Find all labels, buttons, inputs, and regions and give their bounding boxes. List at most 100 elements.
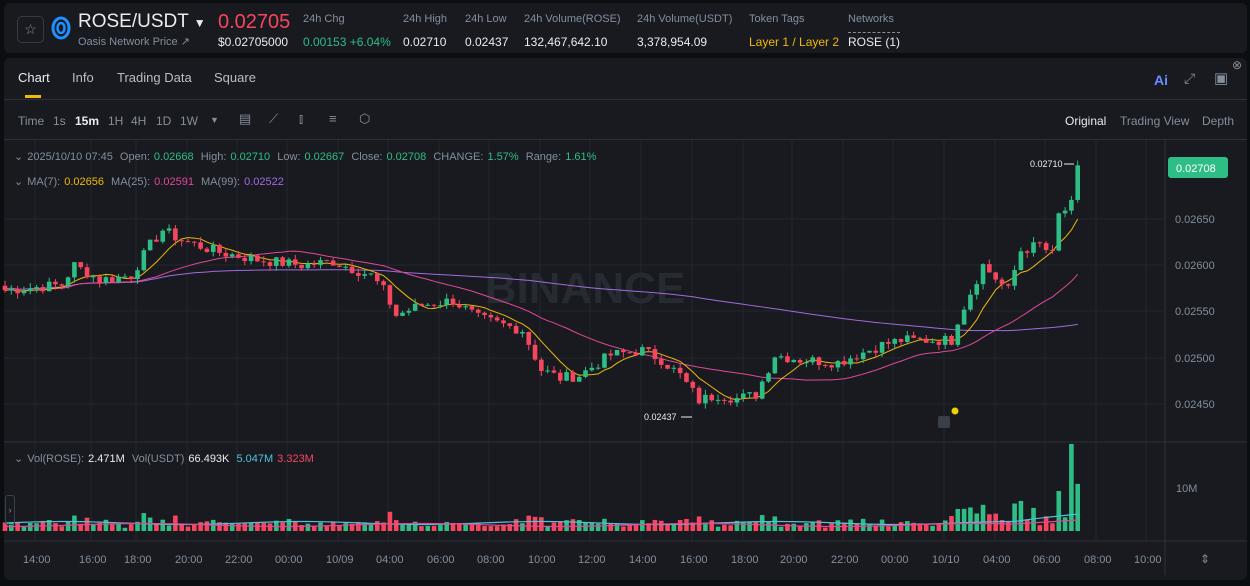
- more-intervals-caret-icon[interactable]: ▼: [210, 115, 219, 125]
- candle-body: [40, 287, 46, 292]
- candle-body: [936, 341, 942, 345]
- layout-grid-icon[interactable]: ▣: [1214, 70, 1229, 87]
- candle-body: [1043, 243, 1049, 251]
- candle-body: [311, 263, 317, 265]
- interval-1w[interactable]: 1W: [180, 114, 198, 128]
- tab-info[interactable]: Info: [72, 70, 94, 85]
- candle-body: [854, 358, 860, 360]
- collapse-icon[interactable]: ⌄: [14, 453, 24, 465]
- stat-label: 24h Volume(ROSE): [524, 13, 621, 25]
- candle-body: [652, 349, 658, 360]
- stat-value: 0.00153 +6.04%: [303, 35, 391, 49]
- candle-body: [829, 365, 834, 368]
- volume-bar: [368, 524, 374, 531]
- expand-side-panel-handle[interactable]: ›: [5, 495, 15, 525]
- volume-bar: [823, 527, 828, 531]
- candle-body: [160, 230, 166, 242]
- volume-bar: [722, 524, 727, 531]
- volume-bar: [166, 525, 172, 531]
- tab-square[interactable]: Square: [214, 70, 256, 85]
- close-icon[interactable]: ⊗: [1232, 58, 1243, 72]
- collapse-icon[interactable]: ⌄: [14, 176, 24, 188]
- interval-time[interactable]: Time: [18, 114, 45, 128]
- stat-value: 0.02437: [465, 35, 509, 49]
- auto-scale-icon[interactable]: ⇕: [1200, 552, 1210, 566]
- hexagon-settings-icon[interactable]: ⬡: [359, 111, 371, 126]
- volume-bar: [804, 523, 809, 531]
- candle-body: [109, 277, 115, 282]
- volume-bar: [993, 513, 998, 531]
- symbol-selector[interactable]: ROSE/USDT ▼: [78, 11, 206, 33]
- volume-bar: [987, 514, 992, 531]
- candle-body: [665, 364, 670, 369]
- candle-body: [968, 294, 973, 310]
- stat-label: 24h Low: [465, 13, 507, 25]
- candle-body: [753, 392, 759, 399]
- candle-body: [299, 264, 304, 269]
- volume-bar: [1012, 503, 1017, 531]
- view-trading-view[interactable]: Trading View: [1120, 114, 1190, 128]
- candle-body: [627, 352, 632, 354]
- ai-button[interactable]: Ai: [1154, 72, 1168, 88]
- interval-1d[interactable]: 1D: [156, 114, 172, 128]
- candle-type-icon[interactable]: ⫾: [299, 111, 304, 126]
- volume-bar: [684, 518, 689, 531]
- volume-bar: [658, 520, 664, 531]
- expand-icon[interactable]: ⤢: [1184, 70, 1196, 86]
- volume-bar: [387, 511, 393, 531]
- interval-15m[interactable]: 15m: [75, 114, 100, 128]
- volume-bar: [229, 523, 235, 531]
- volume-bar: [154, 524, 159, 531]
- volume-bar: [128, 524, 134, 531]
- interval-4h[interactable]: 4H: [131, 114, 147, 128]
- x-tick-label: 04:00: [983, 554, 1011, 566]
- candle-body: [406, 310, 412, 313]
- low-label: Low:: [277, 151, 301, 163]
- view-depth[interactable]: Depth: [1202, 114, 1235, 128]
- candle-body: [848, 358, 853, 365]
- volume-bar: [532, 516, 538, 531]
- candle-body: [122, 276, 128, 278]
- stat-value[interactable]: ROSE (1): [848, 32, 901, 49]
- volume-bar: [627, 524, 632, 531]
- favorite-star-icon[interactable]: ☆: [17, 16, 44, 43]
- view-original[interactable]: Original: [1065, 114, 1107, 128]
- indicator-icon[interactable]: ⟋: [269, 111, 279, 126]
- calendar-icon[interactable]: ▤: [239, 111, 252, 126]
- x-tick-label: 22:00: [225, 554, 253, 566]
- candle-body: [873, 350, 879, 353]
- stat-value: Layer 1 / Layer 2: [749, 35, 840, 49]
- candle-body: [444, 298, 449, 306]
- volume-bar: [570, 519, 576, 531]
- y-tick-label: 0.02550: [1175, 306, 1215, 318]
- collapse-icon[interactable]: ⌄: [14, 151, 24, 163]
- interval-1h[interactable]: 1H: [108, 114, 124, 128]
- volume-bar: [633, 524, 639, 531]
- ma99-line: [4, 269, 1078, 332]
- network-price-link[interactable]: Oasis Network Price ↗: [78, 36, 190, 48]
- settings-list-icon[interactable]: ≡: [329, 111, 337, 126]
- candle-body: [147, 239, 153, 251]
- tab-trading-data[interactable]: Trading Data: [117, 70, 192, 85]
- candle-body: [583, 370, 588, 377]
- volume-bar: [412, 521, 418, 531]
- candle-body: [1018, 251, 1024, 271]
- candle-body: [898, 339, 904, 342]
- candle-body: [242, 257, 248, 262]
- interval-1s[interactable]: 1s: [53, 114, 66, 128]
- candle-body: [154, 239, 159, 242]
- stat-value: 0.02710: [403, 35, 447, 49]
- tab-chart[interactable]: Chart: [18, 70, 50, 85]
- ma7-value: 0.02656: [64, 176, 104, 188]
- candle-body: [722, 399, 727, 401]
- y-tick-label: 0.02500: [1175, 353, 1215, 365]
- candle-body: [823, 365, 828, 367]
- candle-body: [400, 312, 405, 316]
- volume-bar: [116, 522, 121, 531]
- candle-body: [128, 276, 134, 280]
- vol-rose-label: Vol(ROSE):: [27, 453, 85, 465]
- candle-body: [292, 259, 298, 265]
- candle-body: [1037, 242, 1043, 244]
- candle-body: [431, 304, 437, 306]
